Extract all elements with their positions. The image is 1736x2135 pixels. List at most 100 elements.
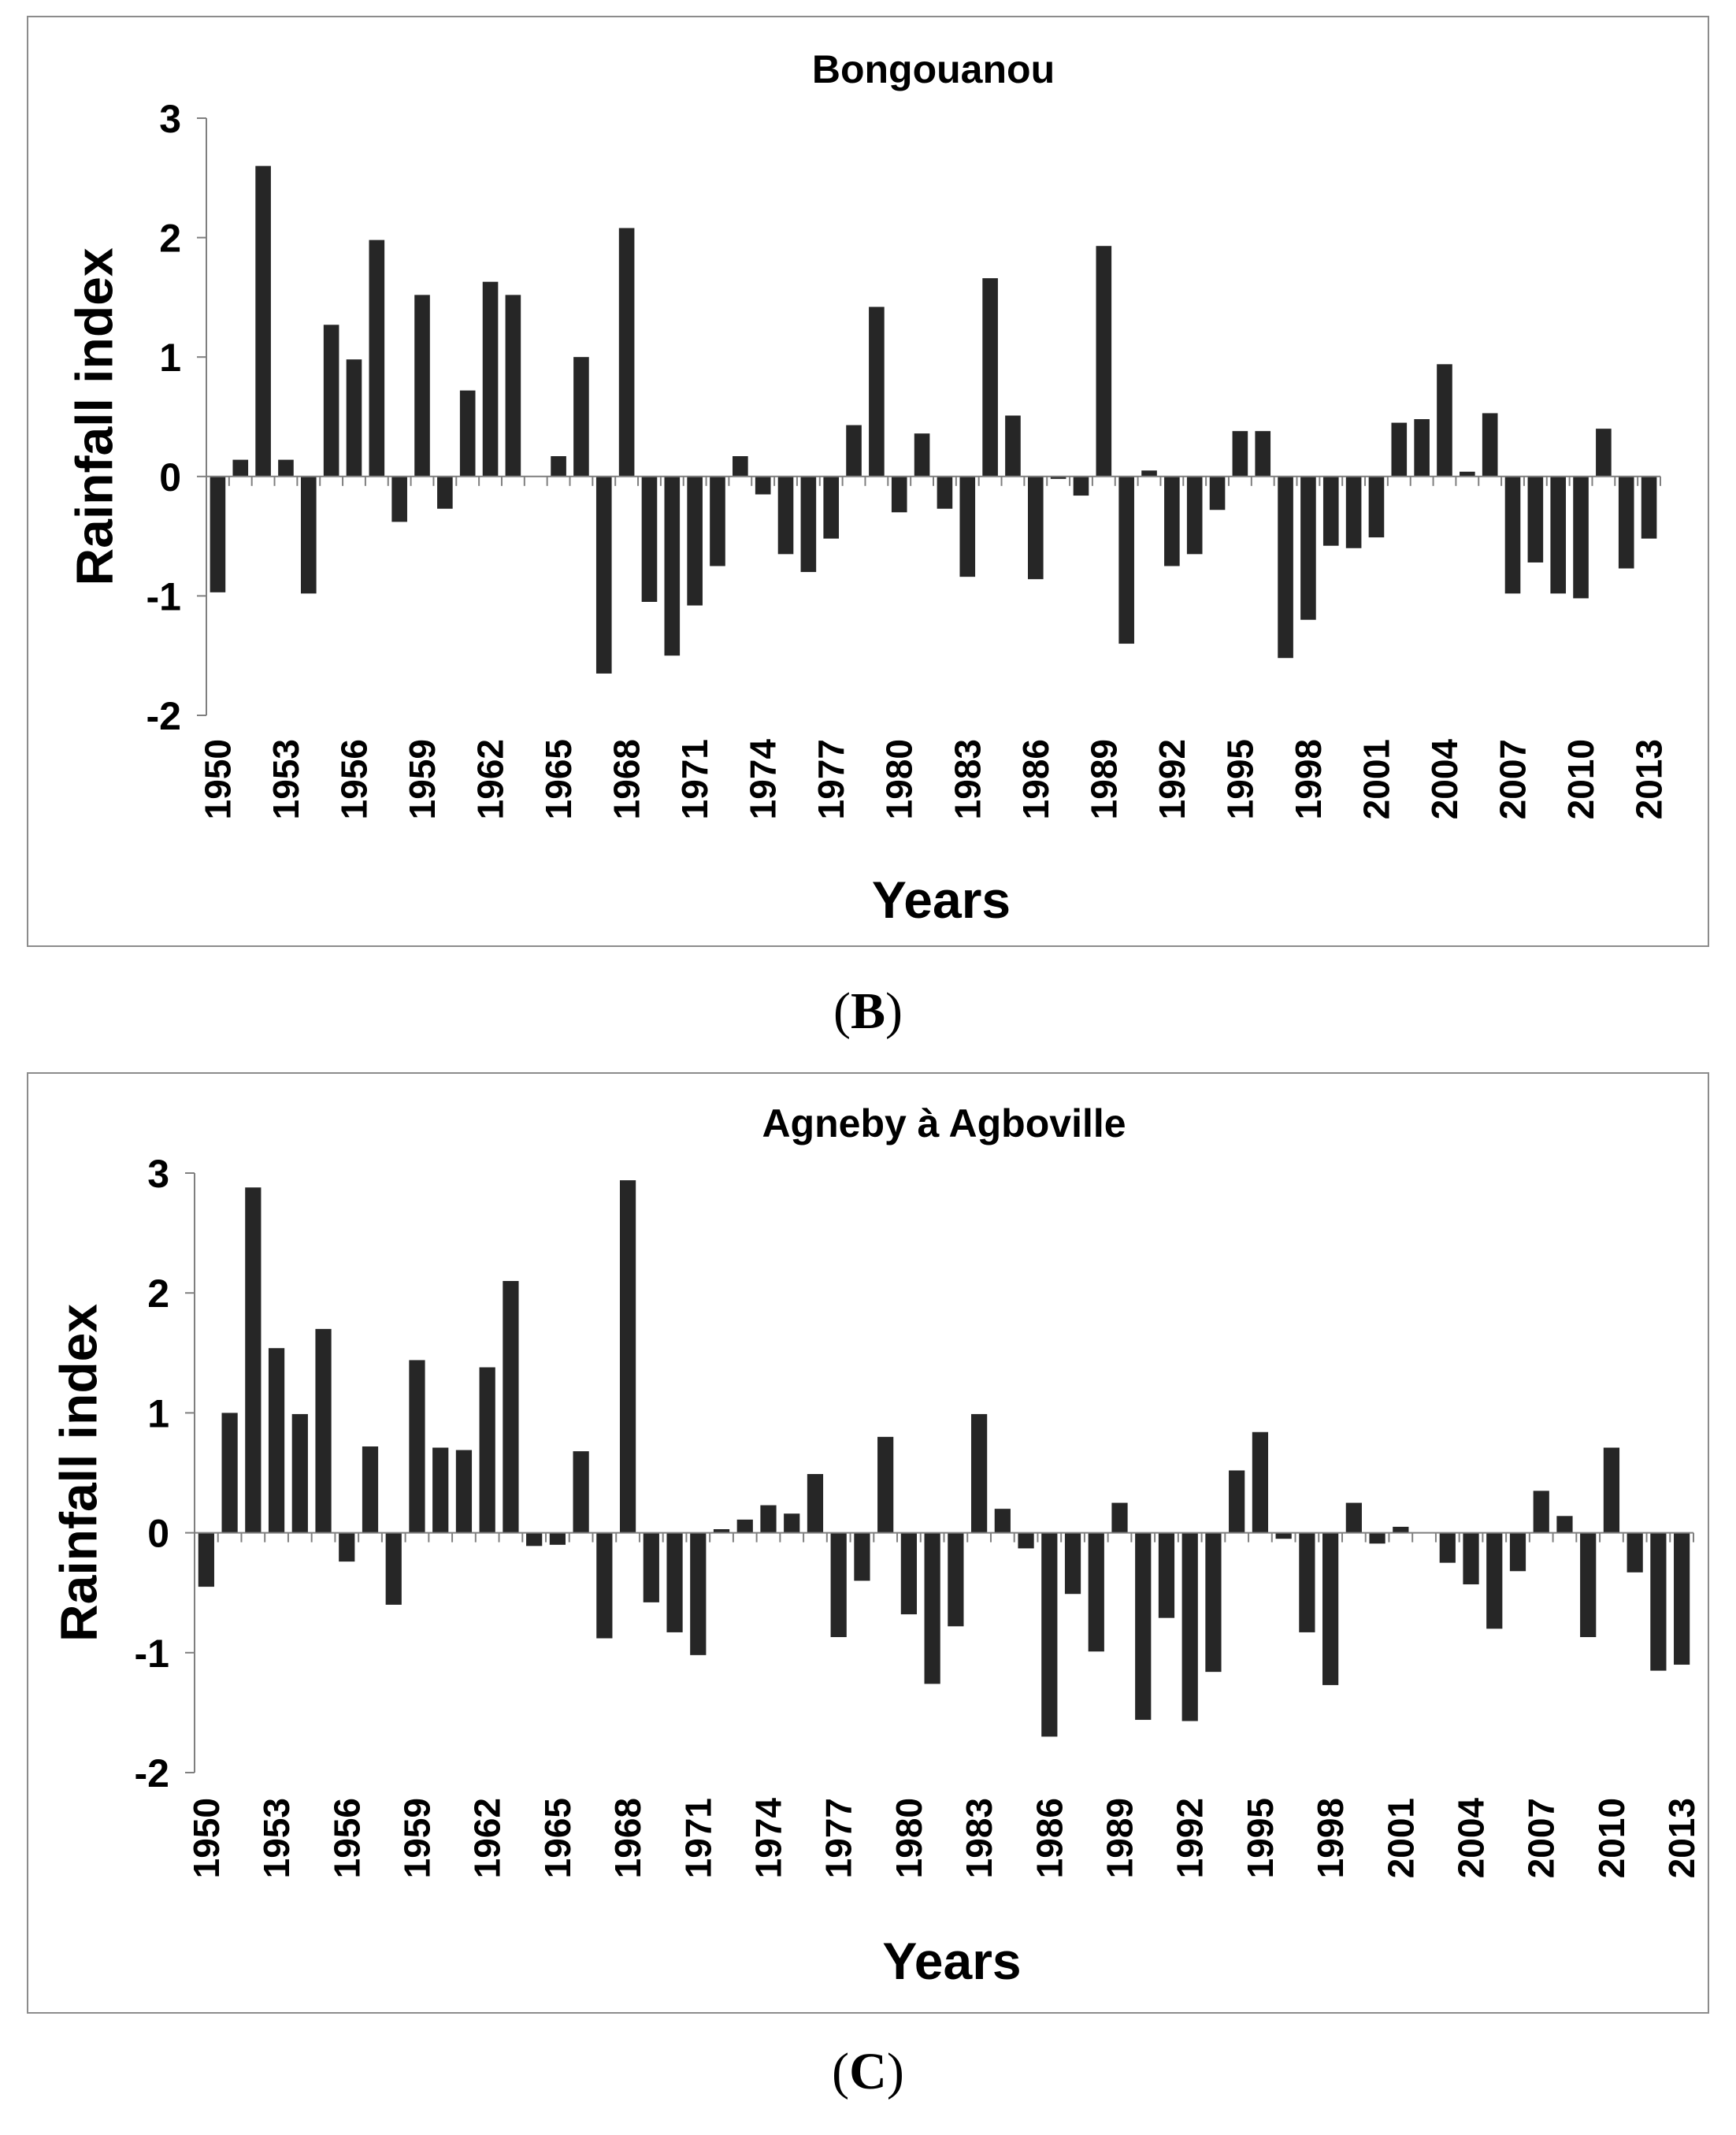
y-tick-label: 2: [159, 217, 181, 261]
x-tick-label: 1971: [677, 1798, 718, 1878]
bar-1965: [549, 1532, 566, 1545]
bar-1995: [1232, 431, 1248, 477]
x-tick-label: 2013: [1661, 1798, 1702, 1878]
bar-2006: [1482, 413, 1498, 477]
x-tick-label: 1971: [674, 739, 715, 819]
bar-1998: [1322, 1532, 1339, 1685]
y-tick-label: 0: [159, 455, 181, 499]
x-tick-label: 2010: [1591, 1798, 1632, 1878]
bar-1973: [733, 456, 748, 477]
bar-1993: [1205, 1532, 1222, 1673]
x-tick-label: 1989: [1100, 1798, 1141, 1878]
bar-1983: [959, 476, 976, 577]
bar-chart-bongouanou: Bongouanou 3 2 1 0 -1 -2 Rainfall index 1950 1953…: [65, 47, 1670, 929]
bar-1970: [666, 1532, 683, 1632]
bar-1974: [755, 476, 771, 495]
bar-1959: [414, 295, 430, 477]
bar-2004: [1463, 1532, 1479, 1585]
bar-1955: [315, 1328, 332, 1533]
bar-1990: [1135, 1532, 1152, 1721]
x-tick-label: 2004: [1424, 739, 1465, 820]
x-tick-label: 1968: [606, 739, 647, 819]
x-tick-label: 1974: [743, 739, 784, 820]
x-tick-label: 1974: [747, 1798, 788, 1879]
bar-2012: [1618, 476, 1634, 569]
bar-1952: [245, 1187, 262, 1533]
bar-2002: [1391, 422, 1408, 477]
y-tick-label: 3: [159, 97, 181, 141]
bar-1977: [830, 1532, 847, 1638]
bar-1968: [618, 228, 635, 477]
bar-2012: [1650, 1532, 1667, 1671]
bar-1984: [982, 278, 998, 477]
bar-1996: [1275, 1532, 1292, 1539]
bar-1982: [948, 1532, 964, 1627]
bar-2003: [1439, 1532, 1456, 1563]
bar-1972: [710, 476, 725, 566]
chart-title: Bongouanou: [812, 47, 1055, 91]
bar-1965: [551, 456, 566, 477]
bar-1992: [1164, 476, 1180, 566]
bar-1956: [339, 1532, 355, 1562]
bar-1951: [232, 459, 249, 477]
bar-1961: [455, 1450, 473, 1533]
bar-1971: [690, 1532, 707, 1655]
x-tick-label: 2010: [1560, 739, 1601, 819]
bar-1974: [760, 1505, 777, 1533]
bar-1989: [1096, 246, 1112, 477]
bar-1975: [777, 476, 794, 555]
x-tick-label: 2001: [1380, 1798, 1421, 1878]
bar-1950: [210, 476, 226, 592]
bar-1955: [323, 325, 339, 477]
bar-1987: [1064, 1532, 1081, 1595]
bar-2007: [1504, 476, 1521, 594]
bar-1994: [1229, 1470, 1245, 1533]
bar-1979: [877, 1436, 894, 1533]
x-tick-label: 1980: [888, 1798, 929, 1878]
bar-2009: [1580, 1532, 1597, 1638]
bar-1981: [924, 1532, 940, 1684]
x-tick-label: 2013: [1629, 739, 1670, 819]
x-tick-label: 1995: [1219, 739, 1260, 819]
y-tick-label: 3: [147, 1152, 169, 1196]
bar-1954: [291, 1413, 308, 1533]
bar-1973: [736, 1519, 753, 1533]
bar-1961: [459, 390, 476, 477]
x-tick-label: 1953: [265, 739, 306, 819]
bar-2005: [1486, 1532, 1503, 1629]
chart-title: Agneby à Agboville: [762, 1101, 1126, 1145]
x-axis-title: Years: [882, 1932, 1021, 1990]
y-axis-title: Rainfall index: [49, 1304, 107, 1642]
bar-1984: [994, 1509, 1011, 1533]
bar-1983: [970, 1413, 988, 1533]
bar-2013: [1641, 476, 1657, 539]
bar-1993: [1186, 476, 1203, 555]
bar-1991: [1141, 470, 1157, 477]
bar-1963: [505, 295, 521, 477]
x-tick-label: 1968: [607, 1798, 648, 1878]
bar-1996: [1255, 431, 1271, 477]
x-tick-label: 1983: [947, 739, 988, 819]
bar-1997: [1299, 1532, 1315, 1632]
bar-1958: [385, 1532, 402, 1605]
bar-1964: [526, 1532, 543, 1546]
x-tick-label: 1977: [811, 739, 851, 819]
x-tick-label: 2001: [1356, 739, 1397, 819]
x-tick-label: 2007: [1493, 739, 1534, 819]
bar-2010: [1573, 476, 1589, 599]
bar-1957: [369, 239, 385, 477]
bar-1958: [391, 476, 407, 522]
bar-chart-agneby-a-agboville: Agneby à Agboville 3 2 1 0 -1 -2 Rainfall index…: [49, 1101, 1702, 1990]
bar-2011: [1596, 429, 1612, 477]
bar-1989: [1111, 1502, 1128, 1533]
x-tick-label: 1965: [538, 739, 579, 819]
bar-1995: [1252, 1431, 1269, 1533]
bar-1956: [346, 359, 362, 477]
y-tick-label: 0: [147, 1512, 169, 1556]
bar-1982: [937, 476, 953, 509]
bar-1962: [482, 281, 499, 477]
x-tick-label: 1998: [1288, 739, 1329, 819]
bar-1986: [1041, 1532, 1058, 1737]
x-tick-label: 1980: [879, 739, 920, 819]
x-tick-label: 1962: [467, 1798, 508, 1878]
